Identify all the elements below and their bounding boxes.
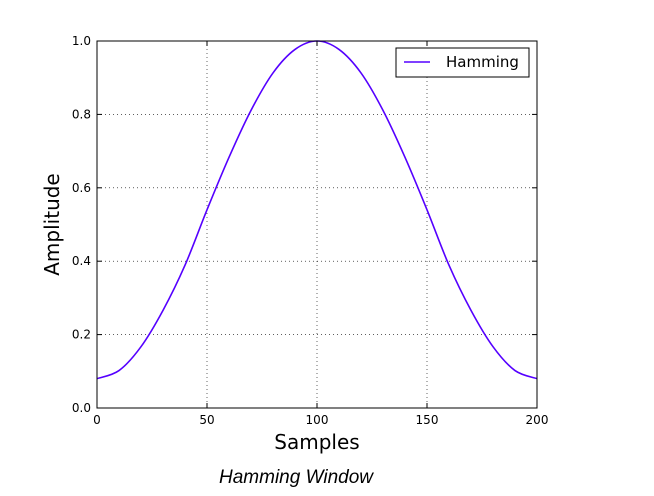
x-tick-label: 100: [306, 413, 329, 427]
axis-ticks: 0 50 100 150 200 0.0 0.2 0.4 0.6 0.8 1.0: [72, 34, 549, 427]
x-tick-label: 200: [526, 413, 549, 427]
grid-lines: [97, 41, 537, 408]
plot-frame: [96, 40, 538, 409]
x-tick-label: 0: [93, 413, 101, 427]
y-tick-label: 0.4: [72, 254, 91, 268]
x-tick-label: 50: [199, 413, 214, 427]
legend: Hamming: [395, 47, 530, 78]
figure-caption: Hamming Window: [219, 467, 373, 488]
y-tick-label: 0.6: [72, 181, 91, 195]
x-tick-label: 150: [416, 413, 439, 427]
y-tick-label: 0.0: [72, 401, 91, 415]
x-axis-label: Samples: [274, 430, 359, 454]
y-tick-label: 1.0: [72, 34, 91, 48]
legend-label-hamming: Hamming: [446, 53, 519, 71]
y-tick-label: 0.8: [72, 107, 91, 121]
y-axis-label: Amplitude: [40, 173, 64, 276]
y-tick-label: 0.2: [72, 328, 91, 342]
